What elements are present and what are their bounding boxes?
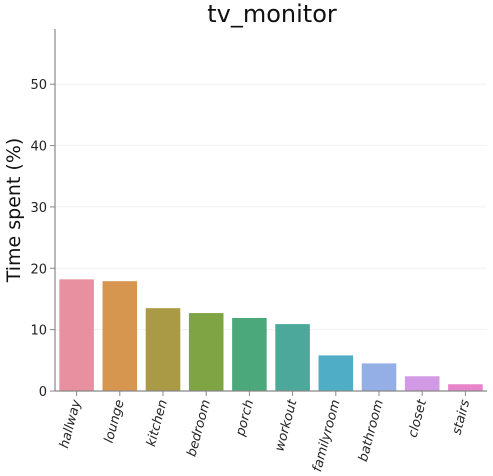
y-tick-label: 20 (30, 262, 47, 277)
bars (59, 279, 483, 391)
bar-bathroom (361, 363, 397, 391)
x-tick-label: stairs (450, 398, 474, 436)
y-tick-label: 40 (30, 140, 47, 155)
gridlines (55, 83, 487, 331)
bar-familyroom (318, 355, 354, 391)
y-axis-label: Time spent (%) (3, 138, 25, 284)
bar-hallway (59, 279, 94, 391)
y-tick-label: 30 (30, 201, 47, 216)
bar-lounge (102, 281, 138, 391)
x-tick-label: closet (406, 397, 431, 439)
bar-stairs (448, 384, 483, 391)
x-tick-labels: hallway lounge kitchen bedroom porch workout f… (57, 397, 473, 473)
bar-porch (232, 317, 267, 391)
chart-title: tv_monitor (207, 0, 337, 28)
x-tick-label: bedroom (184, 398, 214, 458)
bar-kitchen (145, 308, 181, 391)
x-tick-label: kitchen (144, 398, 171, 448)
x-tick-label: lounge (102, 398, 128, 445)
x-tick-label: workout (272, 397, 300, 453)
bar-workout (275, 324, 310, 391)
y-tick-labels: 0 10 20 30 40 50 (30, 78, 47, 400)
x-tick-label: bathroom (356, 398, 387, 463)
y-tick-label: 10 (30, 324, 47, 339)
bar-closet (404, 376, 440, 391)
x-tick-label: hallway (57, 398, 84, 450)
x-tick-label: familyroom (310, 398, 344, 473)
y-tick-label: 50 (30, 78, 47, 93)
bar-bedroom (188, 313, 224, 391)
axes (50, 29, 487, 396)
y-tick-label: 0 (39, 385, 47, 400)
x-tick-label: porch (233, 398, 257, 439)
